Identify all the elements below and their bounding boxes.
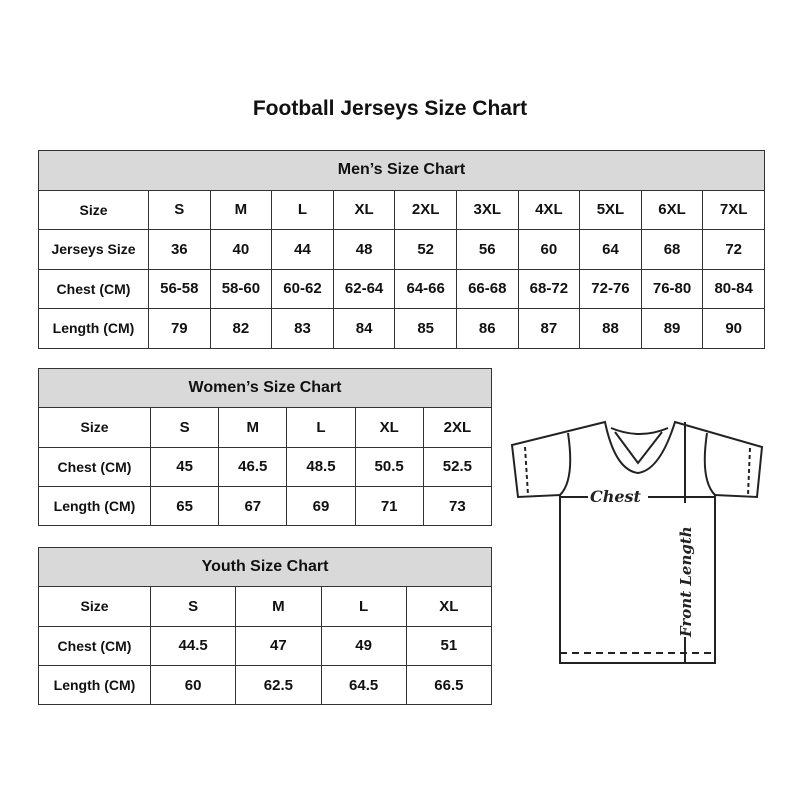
table-cell: 67 [218,485,288,527]
table-cell: 52.5 [422,446,493,487]
table-cell: 86 [455,308,519,349]
table-row: Chest (CM) 45 46.5 48.5 50.5 52.5 [38,446,493,487]
table-cell: XL [354,407,424,448]
youth-size-table: Youth Size Chart Size S M L XL Chest (CM) 44.5 4… [37,546,493,706]
table-row: Length (CM) 60 62.5 64.5 66.5 [38,664,493,706]
table-cell: 71 [354,485,424,527]
row-label: Size [38,189,149,230]
table-cell: 40 [209,229,273,270]
table-cell: L [286,407,356,448]
table-cell: 51 [405,625,493,666]
table-cell: 68 [640,229,704,270]
womens-size-table: Women’s Size Chart Size S M L XL 2XL Chest (CM)… [37,367,493,527]
table-cell: 87 [517,308,581,349]
table-cell: 60 [149,664,237,706]
table-row: Length (CM) 65 67 69 71 73 [38,485,493,527]
table-cell: 36 [148,229,211,270]
table-cell: 79 [148,308,211,349]
row-label: Chest (CM) [38,625,151,666]
table-cell: S [149,586,237,627]
mens-size-table: Men’s Size Chart Size S M L XL 2XL 3XL 4XL 5XL 6XL… [38,150,765,349]
table-row: Size S M L XL [38,586,493,627]
jersey-outline [510,420,764,664]
row-label: Size [38,407,151,448]
table-cell: 56-58 [148,268,211,309]
table-cell: 48.5 [286,446,356,487]
youth-table-heading: Youth Size Chart [37,546,493,588]
table-cell: 6XL [640,189,704,230]
table-cell: 64.5 [320,664,407,706]
table-cell: XL [405,586,493,627]
men-table-heading: Men’s Size Chart [38,150,765,191]
table-cell: 44 [271,229,334,270]
table-row: Chest (CM) 44.5 47 49 51 [38,625,493,666]
table-cell: XL [332,189,396,230]
table-cell: 65 [149,485,220,527]
table-cell: 82 [209,308,273,349]
table-cell: 76-80 [640,268,704,309]
table-cell: L [320,586,407,627]
table-cell: 88 [579,308,642,349]
table-cell: 90 [702,308,765,349]
table-cell: 62-64 [332,268,396,309]
table-cell: 2XL [422,407,493,448]
table-row: Jerseys Size 36 40 44 48 52 56 60 64 68 72 [38,229,765,270]
front-length-label: Front Length [677,526,695,638]
row-label: Length (CM) [38,485,151,527]
table-cell: M [218,407,288,448]
table-cell: 68-72 [517,268,581,309]
table-cell: 45 [149,446,220,487]
row-label: Jerseys Size [38,229,149,270]
table-cell: 85 [394,308,457,349]
table-cell: S [149,407,220,448]
table-cell: 50.5 [354,446,424,487]
table-cell: 44.5 [149,625,237,666]
table-cell: 5XL [579,189,642,230]
table-cell: 62.5 [235,664,322,706]
table-cell: 69 [286,485,356,527]
table-row: Length (CM) 79 82 83 84 85 86 87 88 89 90 [38,308,765,349]
table-cell: 49 [320,625,407,666]
page-title: Football Jerseys Size Chart [252,97,528,120]
table-cell: 80-84 [702,268,765,309]
table-cell: M [235,586,322,627]
table-row: Size S M L XL 2XL [38,407,493,448]
table-row: Size S M L XL 2XL 3XL 4XL 5XL 6XL 7XL [38,189,765,230]
table-cell: 72-76 [579,268,642,309]
table-cell: 73 [422,485,493,527]
table-cell: 84 [332,308,396,349]
row-label: Chest (CM) [38,446,151,487]
table-cell: 66-68 [455,268,519,309]
table-cell: 60-62 [271,268,334,309]
table-cell: L [271,189,334,230]
table-cell: 47 [235,625,322,666]
table-cell: 66.5 [405,664,493,706]
row-label: Size [38,586,151,627]
table-cell: 60 [517,229,581,270]
chest-label: Chest [590,487,642,506]
women-table-heading: Women’s Size Chart [37,367,493,409]
row-label: Length (CM) [38,308,149,349]
table-cell: 48 [332,229,396,270]
table-cell: 7XL [702,189,765,230]
